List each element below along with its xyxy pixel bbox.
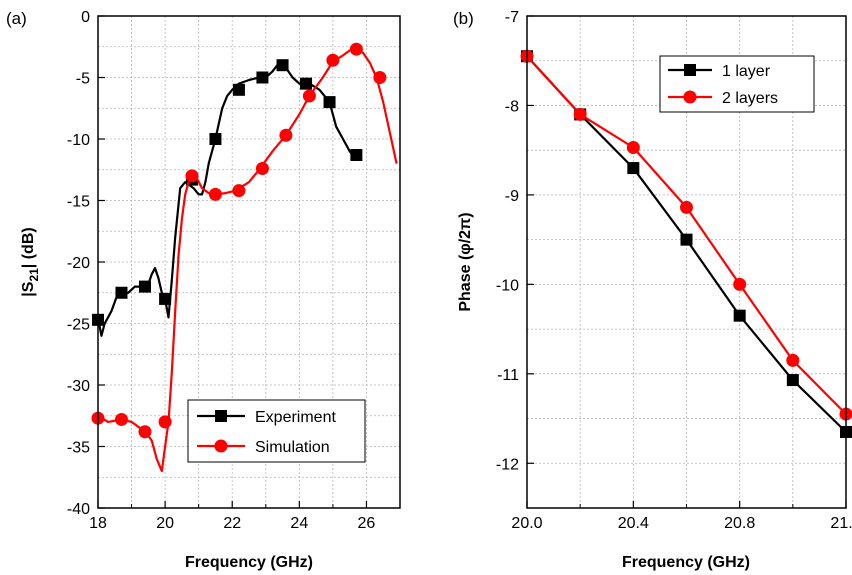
panel-b-grid: [527, 16, 846, 508]
y-tick-label: -10: [67, 132, 90, 149]
data-point-experiment: [138, 280, 151, 293]
legend-label-experiment: Experiment: [255, 409, 336, 426]
y-tick-label: -20: [67, 255, 90, 272]
data-point-2-layers: [680, 200, 693, 214]
x-tick-label: 20: [156, 515, 174, 532]
legend-swatch-marker: [215, 410, 227, 422]
panel-a-label: (a): [6, 9, 27, 28]
x-tick-label: 24: [290, 515, 308, 532]
data-point-experiment: [323, 96, 336, 109]
data-point-simulation: [373, 71, 387, 84]
data-point-simulation: [302, 89, 316, 103]
legend-label-2-layers: 2 layers: [722, 90, 778, 107]
x-tick-label: 20.4: [618, 515, 649, 532]
y-tick-label: 0: [81, 9, 90, 26]
data-point-simulation: [349, 42, 363, 56]
series-line-experiment: [96, 61, 361, 337]
panel-a-ticks: 18 20 22 24 26 0 -5 -10 -15 -20 -25 -30 -35 -40: [67, 9, 376, 532]
y-tick-label: -5: [76, 71, 90, 88]
y-tick-label: -15: [67, 194, 90, 211]
data-point-simulation: [158, 415, 172, 429]
panel-b-label: (b): [453, 9, 474, 28]
data-point-2-layers: [733, 277, 747, 291]
data-point-1-layer: [627, 162, 640, 175]
y-tick-label: -12: [496, 456, 519, 473]
panel-b-chart: (b) 20.0 20.4 20.8 21.2 -7 -8 -9 -10 -11 -12 Freq…: [453, 9, 852, 571]
data-point-experiment: [115, 286, 128, 299]
panel-a-grid: [98, 16, 400, 508]
data-point-simulation: [279, 128, 293, 142]
y-tick-label: -40: [67, 501, 90, 518]
data-point-1-layer: [733, 309, 746, 322]
data-point-experiment: [300, 77, 313, 90]
data-point-simulation: [232, 184, 246, 198]
panel-a-legend: Experiment Simulation: [187, 399, 366, 463]
y-tick-label: -11: [497, 367, 519, 384]
legend-swatch-marker: [683, 90, 697, 104]
y-tick-label: -35: [67, 440, 90, 457]
panel-a-plot-area: [91, 42, 398, 473]
data-point-simulation: [114, 412, 128, 426]
data-point-1-layer: [680, 233, 693, 246]
data-point-simulation: [326, 53, 340, 67]
y-tick-label: -7: [505, 9, 519, 26]
data-point-experiment: [276, 59, 289, 72]
legend-swatch-marker: [214, 439, 228, 453]
data-point-experiment: [159, 292, 172, 305]
x-tick-label: 20.0: [511, 515, 542, 532]
y-tick-label: -25: [67, 317, 90, 334]
data-point-2-layers: [626, 140, 640, 154]
data-point-experiment: [232, 83, 245, 96]
legend-swatch-marker: [684, 64, 696, 76]
x-tick-label: 18: [89, 515, 107, 532]
panel-b-legend: 1 layer 2 layers: [659, 55, 815, 113]
data-point-experiment: [256, 71, 269, 84]
y-tick-label: -9: [505, 188, 519, 205]
panel-a-x-axis-title: Frequency (GHz): [185, 554, 313, 571]
data-point-experiment: [350, 148, 363, 161]
legend-label-simulation: Simulation: [255, 439, 330, 456]
data-point-1-layer: [786, 374, 799, 387]
legend-label-1-layer: 1 layer: [722, 63, 771, 80]
panel-b-y-axis-title: Phase (φ/2π): [457, 212, 474, 311]
x-tick-label: 22: [223, 515, 241, 532]
data-point-simulation: [138, 425, 152, 439]
x-tick-label: 20.8: [724, 515, 755, 532]
data-point-2-layers: [573, 107, 587, 121]
y-tick-label: -10: [496, 277, 519, 294]
data-point-simulation: [255, 162, 269, 176]
x-tick-label: 21.2: [830, 515, 852, 532]
data-point-experiment: [209, 133, 222, 145]
y-tick-label: -8: [505, 98, 519, 115]
panel-b-ticks: 20.0 20.4 20.8 21.2 -7 -8 -9 -10 -11 -12: [496, 9, 852, 532]
data-point-2-layers: [786, 353, 800, 367]
y-tick-label: -30: [67, 378, 90, 395]
panel-b-x-axis-title: Frequency (GHz): [622, 554, 750, 571]
x-tick-label: 26: [358, 515, 376, 532]
panel-a-chart: (a) 18 20 22 24 26 0 -5 -10 -15 -20 -25 -30 -35 -40 F…: [6, 9, 401, 571]
panel-b-plot-area: [520, 49, 852, 438]
panel-a-y-axis-title: |S21| (dB): [20, 227, 41, 296]
data-point-simulation: [185, 169, 199, 183]
data-point-simulation: [208, 187, 222, 201]
